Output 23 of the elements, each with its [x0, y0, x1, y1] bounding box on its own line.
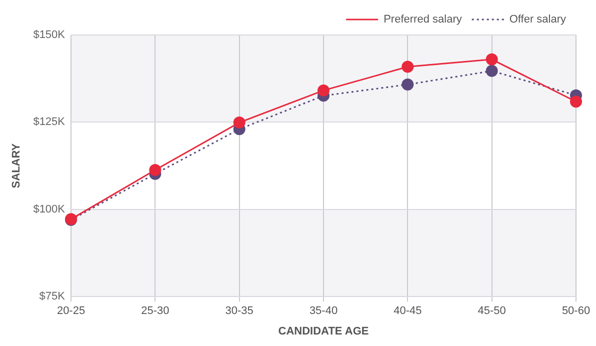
y-tick-label: $125K [33, 116, 66, 128]
x-tick-label: 45-50 [478, 305, 506, 318]
point [149, 164, 162, 176]
y-tick-label: $100K [33, 203, 66, 216]
x-axis-title: CANDIDATE AGE [278, 325, 369, 338]
x-tick-label: 40-45 [394, 305, 422, 318]
y-tick-label: $75K [39, 290, 66, 303]
x-tick-label: 35-40 [309, 305, 338, 318]
point [486, 64, 498, 77]
point [233, 116, 246, 129]
point [318, 84, 330, 96]
point [402, 60, 414, 73]
legend-label: Offer salary [509, 14, 566, 26]
point [402, 78, 414, 91]
x-tick-label: 20-25 [56, 305, 86, 318]
y-tick-label: $150K [33, 29, 66, 42]
point [570, 96, 582, 108]
point [486, 53, 498, 66]
x-tick-label: 50-60 [562, 305, 590, 318]
x-tick-label: 30-35 [225, 305, 254, 318]
x-tick-label: 25-30 [141, 305, 170, 318]
legend-label: Preferred salary [384, 14, 462, 26]
y-axis-title: SALARY [10, 142, 23, 188]
